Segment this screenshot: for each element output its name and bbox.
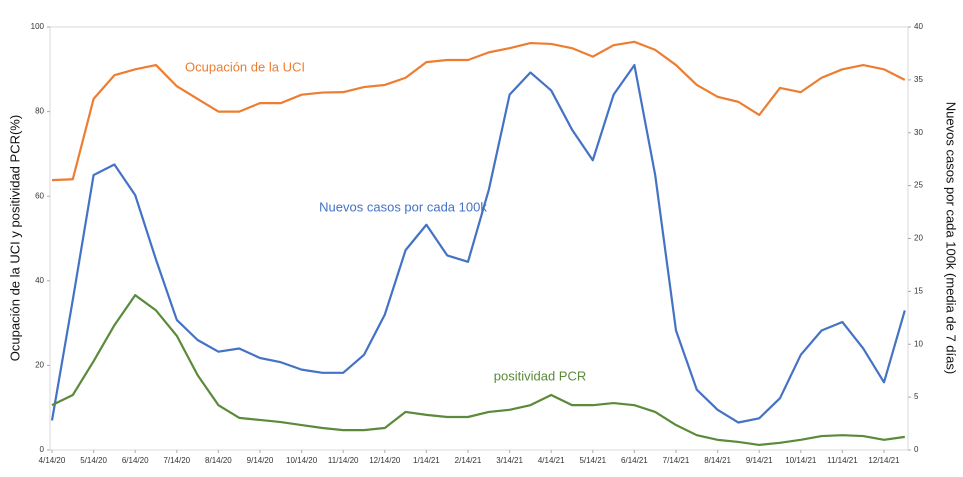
y-tick-label: 80 <box>35 107 44 116</box>
y-tick-label: 40 <box>35 276 44 285</box>
x-tick-label: 8/14/21 <box>704 456 731 465</box>
y-tick-label: 100 <box>31 22 45 31</box>
x-tick-label: 6/14/21 <box>621 456 648 465</box>
y2-tick-label: 30 <box>914 128 923 137</box>
x-tick-label: 11/14/20 <box>328 456 359 465</box>
x-tick-label: 9/14/20 <box>247 456 274 465</box>
y2-tick-label: 5 <box>914 392 919 401</box>
x-tick-label: 4/14/20 <box>39 456 66 465</box>
x-tick-label: 7/14/21 <box>663 456 690 465</box>
y2-axis-title: Nuevos casos por cada 100k (media de 7 d… <box>944 102 959 374</box>
y2-tick-label: 20 <box>914 234 923 243</box>
x-tick-label: 1/14/21 <box>413 456 440 465</box>
series-line <box>51 294 905 447</box>
x-tick-label: 6/14/20 <box>122 456 149 465</box>
x-tick-label: 4/14/21 <box>538 456 565 465</box>
x-tick-label: 12/14/21 <box>868 456 900 465</box>
x-tick-label: 12/14/20 <box>369 456 401 465</box>
y2-tick-label: 0 <box>914 445 919 454</box>
series-label: Ocupación de la UCI <box>185 59 305 74</box>
series-label: positividad PCR <box>494 368 587 383</box>
y-tick-label: 0 <box>40 445 45 454</box>
y-axis-title: Ocupación de la UCI y positividad PCR(%) <box>7 115 22 361</box>
x-tick-label: 5/14/21 <box>579 456 606 465</box>
y2-tick-label: 10 <box>914 339 923 348</box>
y-tick-label: 60 <box>35 191 44 200</box>
y2-tick-label: 25 <box>914 181 923 190</box>
x-tick-label: 2/14/21 <box>455 456 482 465</box>
y2-tick-label: 15 <box>914 286 923 295</box>
y-tick-label: 20 <box>35 361 44 370</box>
x-tick-label: 8/14/20 <box>205 456 232 465</box>
series-label: Nuevos casos por cada 100k <box>319 199 487 214</box>
x-tick-label: 9/14/21 <box>746 456 773 465</box>
x-tick-label: 10/14/21 <box>785 456 817 465</box>
x-tick-label: 7/14/20 <box>163 456 190 465</box>
y2-tick-label: 40 <box>914 22 923 31</box>
series-line <box>51 40 906 182</box>
y2-tick-label: 35 <box>914 75 923 84</box>
series-line <box>50 63 906 424</box>
x-tick-label: 10/14/20 <box>286 456 318 465</box>
x-tick-label: 3/14/21 <box>496 456 523 465</box>
x-tick-label: 5/14/20 <box>80 456 107 465</box>
x-tick-label: 11/14/21 <box>827 456 858 465</box>
